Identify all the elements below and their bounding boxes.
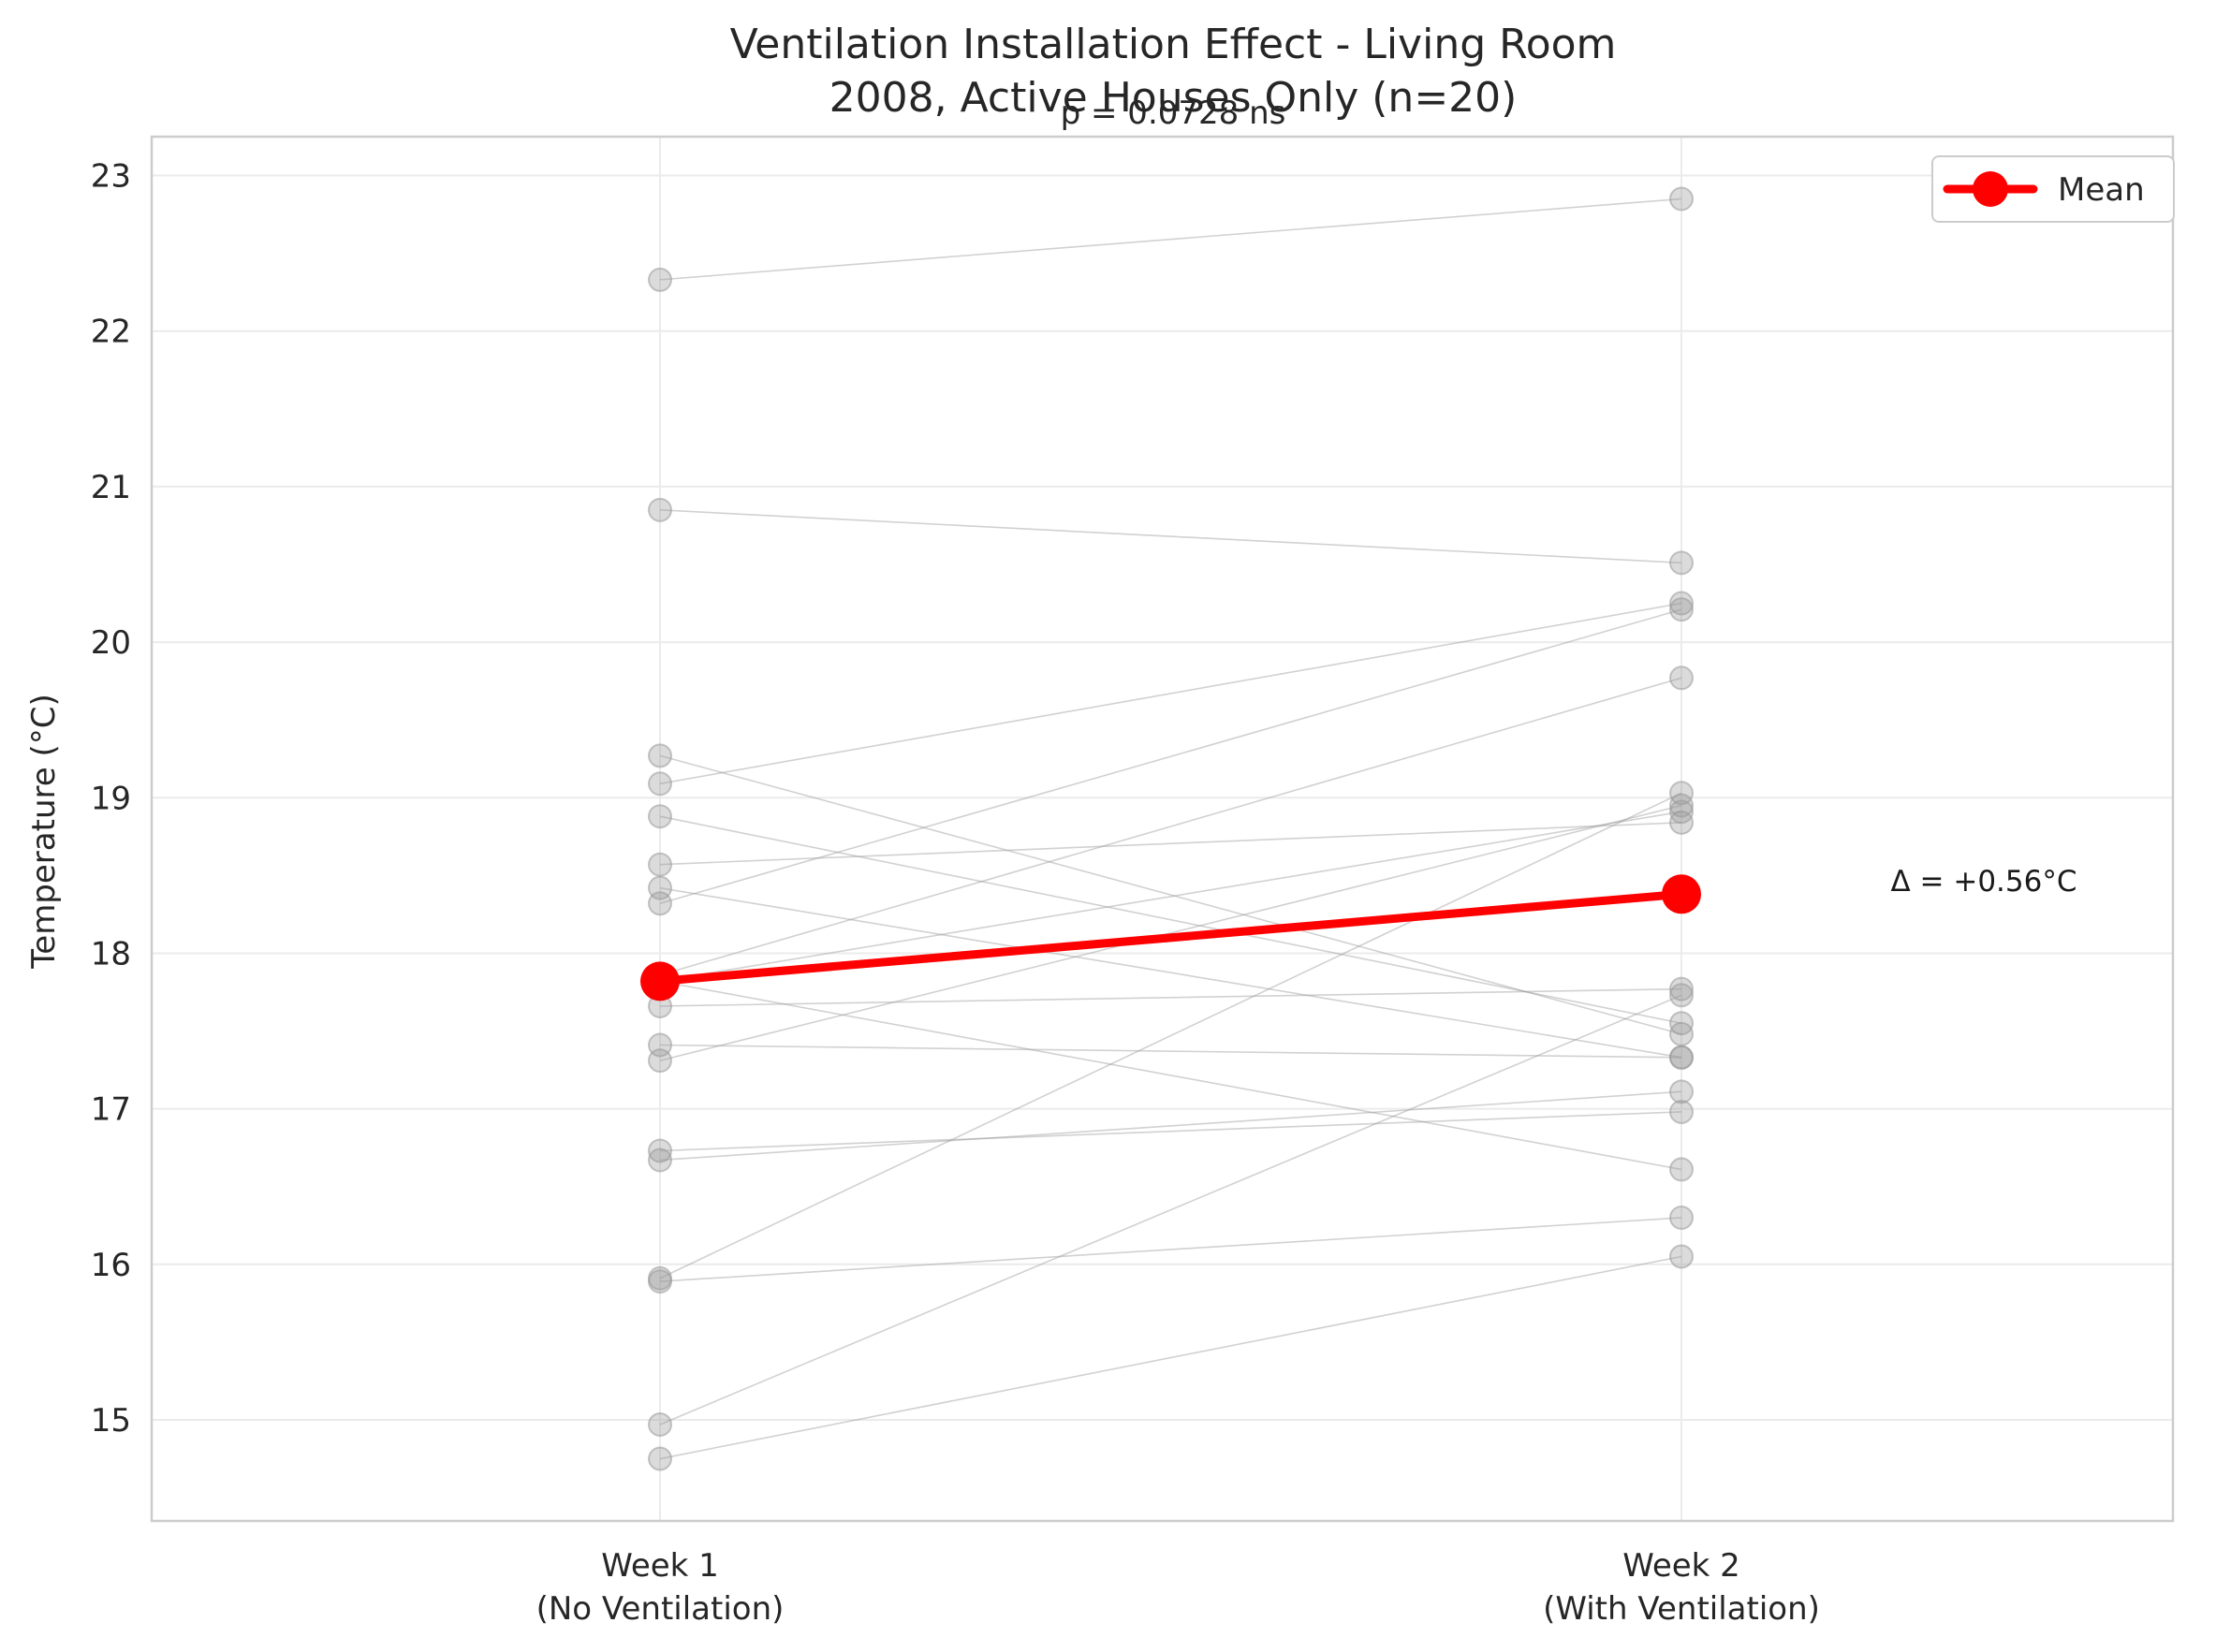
x-tick-label-line: (No Ventilation) (536, 1590, 785, 1628)
y-tick-label: 17 (91, 1091, 131, 1129)
house-point-week1 (648, 852, 672, 877)
house-line (659, 602, 1682, 785)
house-line (659, 1111, 1682, 1152)
house-line (659, 822, 1682, 866)
mean-point (1662, 874, 1701, 914)
house-point-week2 (1669, 186, 1694, 212)
house-point-week2 (1669, 597, 1694, 622)
x-tick-label-line: (With Ventilation) (1543, 1590, 1820, 1628)
house-point-week2 (1669, 1099, 1694, 1124)
house-point-week2 (1669, 1205, 1694, 1230)
house-point-week1 (648, 1048, 672, 1074)
house-line (659, 886, 1682, 1059)
house-line (659, 1217, 1682, 1282)
house-point-week1 (648, 1269, 672, 1294)
house-point-week1 (648, 771, 672, 797)
house-line (659, 815, 1682, 1025)
y-tick-label: 20 (91, 624, 131, 662)
house-line (659, 987, 1682, 1007)
house-line (659, 197, 1682, 281)
chart-title-line2: 2008, Active Houses Only (n=20) (829, 74, 1518, 122)
axes (150, 135, 2175, 1523)
house-point-week1 (648, 743, 672, 768)
house-line (659, 792, 1682, 1279)
house-line (659, 1044, 1682, 1059)
house-point-week2 (1669, 550, 1694, 576)
house-point-week1 (648, 1411, 672, 1437)
house-line (659, 677, 1682, 976)
house-point-week2 (1669, 793, 1694, 818)
legend: Mean (1931, 155, 2175, 223)
house-point-week1 (648, 891, 672, 916)
house-point-week1 (648, 804, 672, 829)
plot-frame (150, 135, 2175, 1523)
legend-mean-label: Mean (2058, 171, 2145, 209)
y-tick-label: 22 (91, 314, 131, 351)
chart-title-line1: Ventilation Installation Effect - Living… (730, 21, 1617, 68)
house-point-week2 (1669, 1157, 1694, 1182)
y-tick-label: 15 (91, 1402, 131, 1440)
house-point-week2 (1669, 983, 1694, 1008)
house-point-week1 (648, 1446, 672, 1471)
y-tick-label: 18 (91, 935, 131, 972)
house-point-week2 (1669, 665, 1694, 691)
y-tick-label: 16 (91, 1247, 131, 1284)
y-tick-label: 23 (91, 158, 131, 196)
house-point-week1 (648, 1138, 672, 1163)
mean-series (640, 874, 1701, 1001)
house-line (659, 509, 1682, 564)
house-point-week1 (648, 497, 672, 522)
x-tick-label: Week 1 (No Ventilation) (536, 1547, 785, 1628)
house-point-week2 (1669, 1244, 1694, 1269)
legend-mean-marker (1973, 171, 2008, 207)
y-tick-label: 19 (91, 780, 131, 817)
p-value-annotation: p = 0.0728 ns (1061, 95, 1286, 132)
mean-line (655, 889, 1686, 986)
house-line (659, 994, 1682, 1425)
house-line (659, 1255, 1682, 1460)
house-line (659, 1090, 1682, 1162)
x-tick-label-line: Week 2 (1622, 1547, 1740, 1585)
y-axis-label: Temperature (°C) (25, 694, 63, 969)
delta-annotation: Δ = +0.56°C (1890, 865, 2077, 899)
x-tick-label-line: Week 1 (601, 1547, 719, 1585)
mean-point (640, 961, 680, 1001)
house-point-week2 (1669, 781, 1694, 806)
x-tick-label: Week 2 (With Ventilation) (1543, 1547, 1820, 1628)
house-point-week1 (648, 1148, 672, 1173)
house-point-week2 (1669, 799, 1694, 825)
house-line (659, 811, 1682, 983)
house-line (659, 804, 1682, 1061)
house-point-week2 (1669, 1079, 1694, 1104)
y-tick-label: 21 (91, 469, 131, 506)
house-line (659, 608, 1682, 905)
house-point-week2 (1669, 1045, 1694, 1070)
house-line (659, 754, 1682, 1035)
house-point-week2 (1669, 1011, 1694, 1036)
house-point-week2 (1669, 591, 1694, 616)
house-point-week1 (648, 267, 672, 292)
house-line (659, 980, 1682, 1171)
tick-labels: 15 16 17 18 19 20 21 22 23 Week 1 (No Ventilation)… (91, 158, 1820, 1628)
house-point-week2 (1669, 976, 1694, 1001)
